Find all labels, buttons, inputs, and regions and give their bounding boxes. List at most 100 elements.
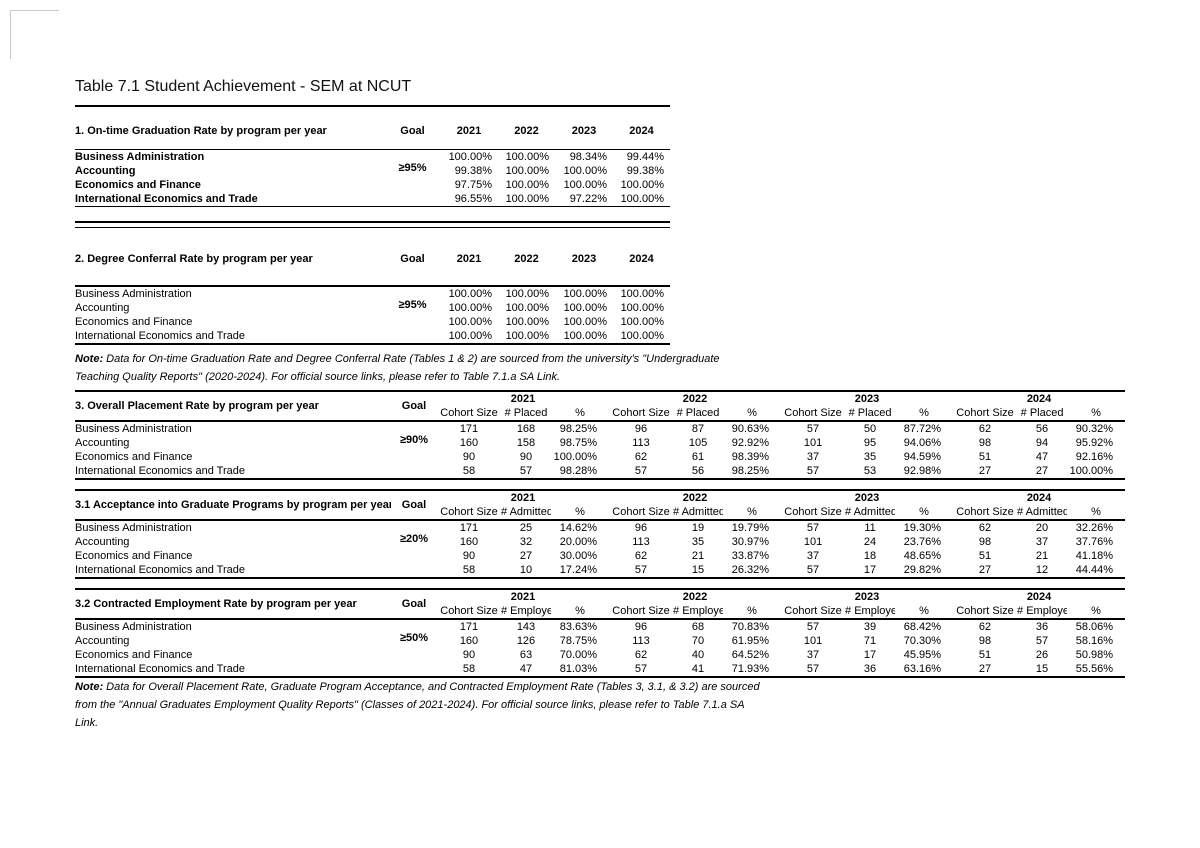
data-cell: 97.22% bbox=[569, 192, 607, 205]
table-heading: 3. Overall Placement Rate by program per… bbox=[75, 399, 319, 412]
year-column-header: 2024 bbox=[629, 124, 654, 137]
data-cell: 160 bbox=[459, 635, 479, 647]
table-row: Business Administration ≥95% 100.00% 100.00… bbox=[75, 149, 670, 174]
data-cell: 37 bbox=[806, 550, 820, 562]
data-cell: 47 bbox=[519, 663, 533, 675]
subheader-count: # Employed bbox=[673, 604, 723, 617]
data-cell: 100.00% bbox=[505, 302, 549, 314]
table-graduate-program-acceptance: 3.1 Acceptance into Graduate Programs by… bbox=[75, 489, 1126, 579]
data-cell: 27 bbox=[978, 465, 992, 477]
data-cell: 50.98% bbox=[1075, 649, 1114, 661]
data-cell: 100.00% bbox=[620, 192, 664, 205]
data-cell: 57 bbox=[1035, 635, 1049, 647]
data-cell: 100.00% bbox=[620, 178, 664, 191]
data-cell: 70.00% bbox=[559, 649, 598, 661]
data-cell: 21 bbox=[691, 550, 705, 562]
data-cell: 90.32% bbox=[1075, 423, 1114, 435]
year-column-header: 2023 bbox=[571, 124, 597, 137]
subheader-cohort-size: Cohort Size bbox=[956, 604, 1014, 617]
subheader-count: # Placed bbox=[848, 406, 892, 419]
goal-column-header: Goal bbox=[401, 399, 427, 412]
program-name: Business Administration bbox=[75, 288, 192, 300]
data-cell: 70.83% bbox=[731, 621, 770, 633]
data-cell: 58 bbox=[462, 663, 476, 675]
data-cell: 100.00% bbox=[448, 316, 492, 328]
table-header-row: 3.2 Contracted Employment Rate by progra… bbox=[75, 589, 1125, 610]
goal-column-header: Goal bbox=[400, 124, 425, 137]
table-heading: 3.2 Contracted Employment Rate by progra… bbox=[75, 597, 357, 610]
data-cell: 51 bbox=[978, 451, 992, 463]
data-cell: 105 bbox=[688, 437, 708, 449]
table-header-row: 3.1 Acceptance into Graduate Programs by… bbox=[75, 490, 1125, 511]
table-overall-placement-rate: 3. Overall Placement Rate by program per… bbox=[75, 390, 1126, 480]
data-cell: 90 bbox=[462, 550, 476, 562]
data-cell: 99.38% bbox=[626, 164, 664, 177]
subheader-count: # Placed bbox=[504, 406, 548, 419]
data-cell: 62 bbox=[634, 550, 648, 562]
program-name: Economics and Finance bbox=[75, 316, 193, 328]
note-line: Link. bbox=[75, 717, 99, 729]
data-cell: 101 bbox=[803, 437, 823, 449]
page-title: Table 7.1 Student Achievement - SEM at N… bbox=[75, 78, 412, 95]
data-cell: 32.26% bbox=[1075, 522, 1114, 534]
data-cell: 171 bbox=[459, 522, 479, 534]
data-cell: 98.28% bbox=[559, 465, 598, 477]
subheader-count: # Admitted bbox=[1017, 505, 1068, 518]
table-row: Economics and Finance 90 27 30.00% 62 21 33.87… bbox=[75, 549, 1125, 563]
program-name: Economics and Finance bbox=[75, 178, 201, 191]
data-cell: 17 bbox=[863, 649, 877, 661]
data-cell: 44.44% bbox=[1075, 564, 1114, 576]
data-cell: 68.42% bbox=[903, 621, 942, 633]
data-cell: 96 bbox=[634, 522, 648, 534]
data-cell: 14.62% bbox=[559, 522, 598, 534]
subheader-cohort-size: Cohort Size bbox=[440, 505, 498, 518]
program-name: Accounting bbox=[75, 302, 130, 314]
data-cell: 37 bbox=[1035, 536, 1049, 548]
table-row: International Economics and Trade 100.00%… bbox=[75, 329, 670, 344]
table-header-row: 1. On-time Graduation Rate by program pe… bbox=[75, 106, 670, 149]
data-cell: 100.00% bbox=[505, 330, 549, 342]
data-cell: 81.03% bbox=[559, 663, 598, 675]
data-cell: 37 bbox=[806, 451, 820, 463]
data-cell: 90 bbox=[462, 649, 476, 661]
subheader-percent: % bbox=[919, 406, 929, 419]
data-cell: 94.59% bbox=[903, 451, 942, 463]
data-cell: 40 bbox=[691, 649, 705, 661]
year-column-header: 2021 bbox=[510, 590, 536, 603]
data-cell: 37.76% bbox=[1075, 536, 1114, 548]
data-cell: 53 bbox=[863, 465, 877, 477]
subheader-cohort-size: Cohort Size bbox=[440, 406, 498, 419]
data-cell: 98.25% bbox=[559, 423, 598, 435]
data-cell: 35 bbox=[691, 536, 705, 548]
data-cell: 100.00% bbox=[505, 316, 549, 328]
program-name: Accounting bbox=[75, 164, 136, 177]
goal-value: ≥95% bbox=[398, 161, 427, 174]
program-name: International Economics and Trade bbox=[75, 330, 245, 342]
subheader-count: # Admitted bbox=[501, 505, 551, 518]
goal-value: ≥90% bbox=[399, 434, 429, 446]
data-cell: 32 bbox=[519, 536, 533, 548]
subheader-count: # Employed bbox=[845, 604, 895, 617]
data-cell: 100.00% bbox=[505, 192, 549, 205]
data-cell: 171 bbox=[459, 423, 479, 435]
data-cell: 57 bbox=[806, 663, 820, 675]
goal-column-header: Goal bbox=[401, 498, 427, 511]
subheader-count: # Admitted bbox=[673, 505, 724, 518]
data-cell: 94.06% bbox=[903, 437, 942, 449]
data-cell: 95 bbox=[863, 437, 877, 449]
data-cell: 36 bbox=[1035, 621, 1049, 633]
data-cell: 92.98% bbox=[903, 465, 942, 477]
table-row: Accounting 160 126 78.75% 113 70 61.95% 101 71 70… bbox=[75, 634, 1125, 648]
data-cell: 57 bbox=[634, 465, 648, 477]
data-cell: 100.00% bbox=[563, 164, 607, 177]
subheader-percent: % bbox=[1091, 505, 1101, 518]
data-cell: 51 bbox=[978, 550, 992, 562]
data-cell: 37 bbox=[806, 649, 820, 661]
data-cell: 92.16% bbox=[1075, 451, 1114, 463]
table-contracted-employment-rate: 3.2 Contracted Employment Rate by progra… bbox=[75, 588, 1126, 678]
data-cell: 100.00% bbox=[563, 288, 607, 300]
data-cell: 96 bbox=[634, 621, 648, 633]
data-cell: 99.38% bbox=[454, 164, 492, 177]
data-cell: 113 bbox=[632, 437, 650, 449]
data-cell: 92.92% bbox=[731, 437, 770, 449]
